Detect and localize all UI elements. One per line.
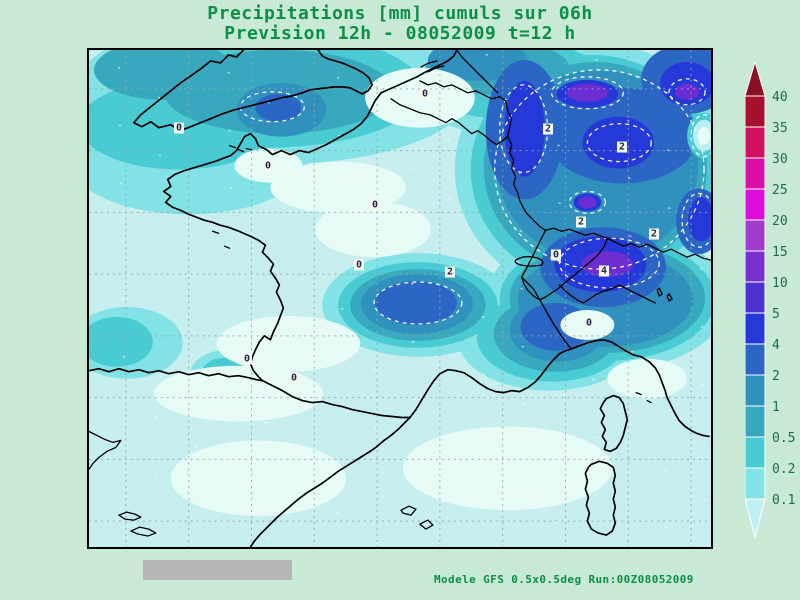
color-scale-segment [745, 95, 766, 128]
color-scale-tick-label: 40 [772, 90, 788, 105]
border-france-italy [520, 276, 573, 350]
coast-spain-left-edge [89, 430, 122, 470]
model-run-info: Modele GFS 0.5x0.5deg Run:00Z08052009 [434, 573, 694, 586]
color-scale-segment [745, 157, 766, 190]
color-scale-tick-label: 15 [772, 245, 788, 260]
color-scale-tick-label: 35 [772, 121, 788, 136]
channel-islands [228, 144, 253, 153]
precip-shade-10 [566, 83, 700, 278]
color-scale-segment [745, 281, 766, 314]
color-scale-bar: 40 35 30 25 20 15 10 5 4 2 1 0.5 0.2 0.1 [745, 62, 795, 539]
coast-spain-north [89, 367, 411, 419]
zeeland-islands [420, 60, 445, 73]
page-subtitle: Prevision 12h - 08052009 t=12 h [224, 23, 576, 44]
color-scale-tick-label: 0.2 [772, 462, 795, 477]
border-switzerland-north [544, 227, 608, 239]
color-scale-segment [745, 405, 766, 438]
coastlines [89, 50, 711, 547]
color-scale-tick-label: 30 [772, 152, 788, 167]
color-scale-tick-label: 20 [772, 214, 788, 229]
coast-spain-mediterranean [249, 416, 411, 547]
border-france-belgium [390, 98, 509, 146]
watermark-bar [143, 560, 292, 580]
brittany-islands [211, 230, 231, 249]
border-netherlands-germany [456, 50, 499, 94]
coast-corsica [599, 394, 629, 453]
border-switzerland-italy [520, 237, 608, 301]
alpine-lakes [656, 287, 673, 302]
color-scale-tick-label: 4 [772, 338, 780, 353]
page-title: Precipitations [mm] cumuls sur 06h [207, 3, 593, 24]
color-scale-tick-label: 0.5 [772, 431, 795, 446]
border-alps-ticino [558, 284, 656, 304]
border-france-switzerland-jura [520, 229, 547, 278]
color-scale-tick-label: 1 [772, 400, 780, 415]
border-belgium-netherlands [419, 80, 513, 138]
color-scale-segment [745, 467, 766, 500]
lake-geneva [514, 255, 544, 267]
color-scale-segment [745, 188, 766, 221]
coast-england [133, 50, 373, 132]
color-scale-segment [745, 250, 766, 283]
border-france-germany-rhine [507, 136, 547, 231]
border-austria-east [606, 237, 711, 261]
color-scale-segment [745, 312, 766, 345]
coast-france-north-west [162, 91, 382, 382]
color-scale-segment [745, 343, 766, 376]
color-scale-tick-label: 2 [772, 369, 780, 384]
map-canvas [89, 50, 711, 547]
precipitation-color-scale: 40 35 30 25 20 15 10 5 4 2 1 0.5 0.2 0.1 [745, 62, 800, 540]
color-scale-segment [745, 126, 766, 159]
color-scale-tick-label: 10 [772, 276, 788, 291]
elba-islands [635, 391, 652, 404]
color-scale-segment [745, 374, 766, 407]
color-scale-tick-label: 5 [772, 307, 780, 322]
coast-belgium-netherlands [380, 50, 458, 94]
color-scale-segment [745, 436, 766, 469]
speckle-noise [117, 53, 707, 544]
color-scale-segment [745, 219, 766, 252]
coast-sardinia [584, 460, 617, 536]
color-scale-tick-label: 0.1 [772, 493, 795, 508]
balearic-islands [118, 505, 434, 537]
color-scale-tick-label: 25 [772, 183, 788, 198]
